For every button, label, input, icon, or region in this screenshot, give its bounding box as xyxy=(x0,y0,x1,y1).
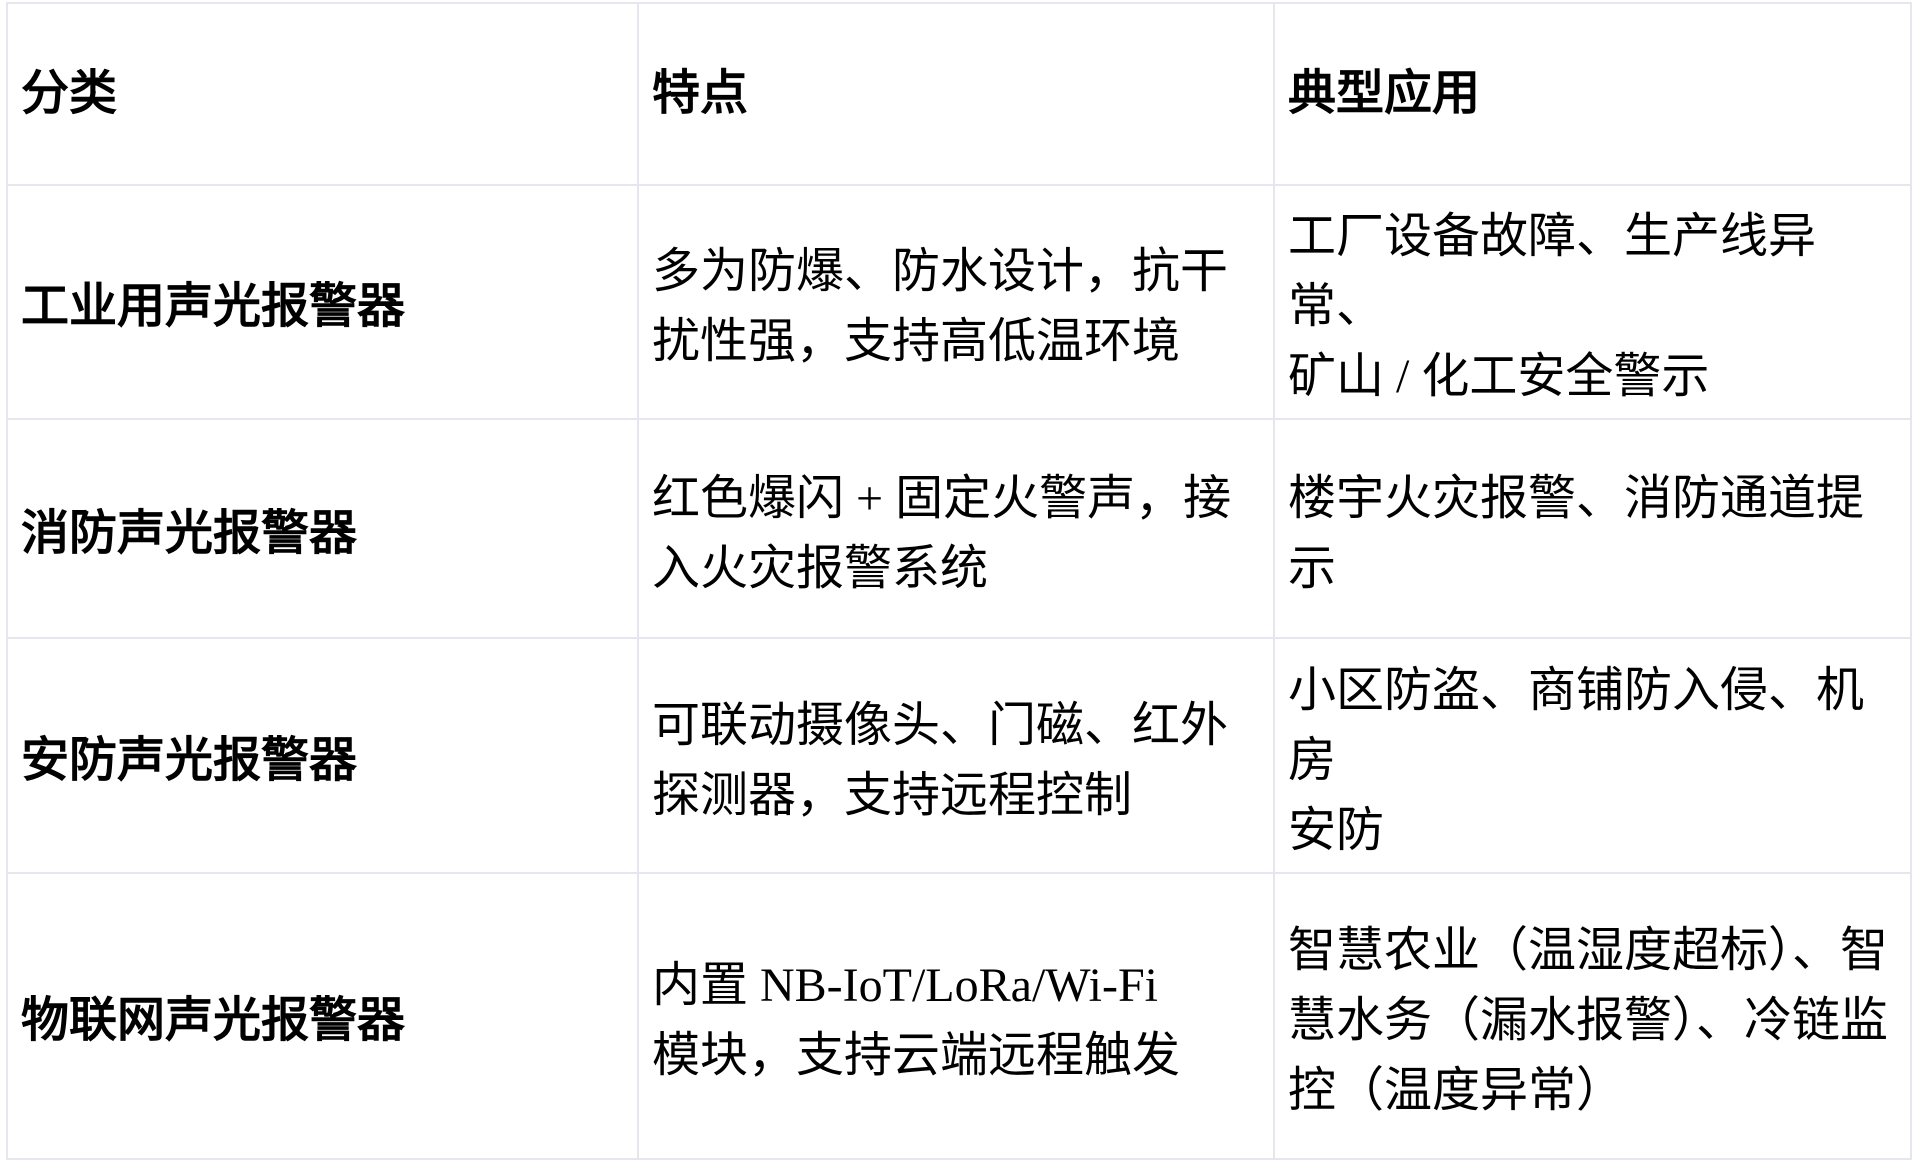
alarm-classification-table: 分类 特点 典型应用 工业用声光报警器 多为防爆、防水设计，抗干 扰性强，支持高… xyxy=(6,2,1912,1160)
applications-cell: 智慧农业（温湿度超标）、智 慧水务（漏水报警）、冷链监 控（温度异常） xyxy=(1273,872,1912,1160)
features-cell: 可联动摄像头、门磁、红外 探测器，支持远程控制 xyxy=(637,637,1275,874)
table-row-security: 安防声光报警器 可联动摄像头、门磁、红外 探测器，支持远程控制 小区防盗、商铺防… xyxy=(6,637,1912,874)
column-header-applications: 典型应用 xyxy=(1273,2,1912,186)
applications-cell: 小区防盗、商铺防入侵、机房 安防 xyxy=(1273,637,1912,874)
features-cell: 内置 NB-IoT/LoRa/Wi-Fi 模块，支持云端远程触发 xyxy=(637,872,1275,1160)
table-row-iot: 物联网声光报警器 内置 NB-IoT/LoRa/Wi-Fi 模块，支持云端远程触… xyxy=(6,872,1912,1160)
category-cell: 消防声光报警器 xyxy=(6,418,639,639)
column-header-category: 分类 xyxy=(6,2,639,186)
applications-cell: 楼宇火灾报警、消防通道提示 xyxy=(1273,418,1912,639)
applications-cell: 工厂设备故障、生产线异常、 矿山 / 化工安全警示 xyxy=(1273,184,1912,420)
category-cell: 物联网声光报警器 xyxy=(6,872,639,1160)
category-cell: 安防声光报警器 xyxy=(6,637,639,874)
header-row: 分类 特点 典型应用 xyxy=(6,2,1912,186)
table-row-fire: 消防声光报警器 红色爆闪 + 固定火警声，接 入火灾报警系统 楼宇火灾报警、消防… xyxy=(6,418,1912,639)
table-row-industrial: 工业用声光报警器 多为防爆、防水设计，抗干 扰性强，支持高低温环境 工厂设备故障… xyxy=(6,184,1912,420)
category-cell: 工业用声光报警器 xyxy=(6,184,639,420)
features-cell: 红色爆闪 + 固定火警声，接 入火灾报警系统 xyxy=(637,418,1275,639)
features-cell: 多为防爆、防水设计，抗干 扰性强，支持高低温环境 xyxy=(637,184,1275,420)
column-header-features: 特点 xyxy=(637,2,1275,186)
